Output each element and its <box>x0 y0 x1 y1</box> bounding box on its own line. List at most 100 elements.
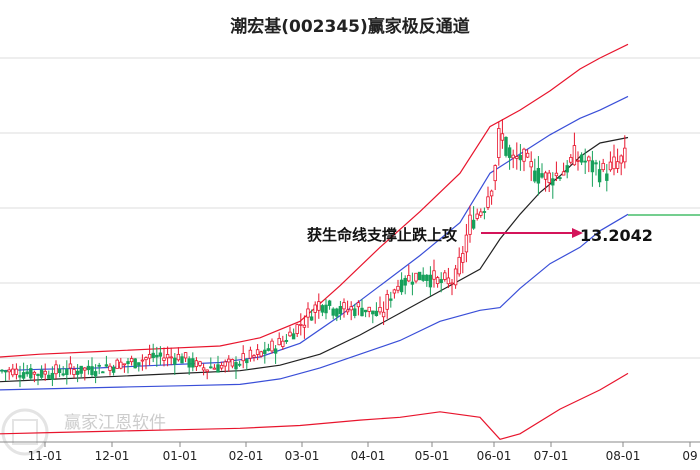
candle-body <box>255 349 260 355</box>
support-annotation: 获生命线支撑止跌上攻 13.2042 <box>307 226 653 245</box>
band-lines <box>0 43 629 440</box>
candle-body <box>374 310 379 317</box>
candle-body <box>18 375 22 378</box>
candle-body <box>572 145 577 166</box>
candle-body <box>7 369 11 373</box>
candle-body <box>201 367 206 371</box>
candle-body <box>165 354 170 359</box>
candle-body <box>72 369 76 375</box>
candle-body <box>3 370 8 373</box>
candle-body <box>155 354 159 358</box>
candle-body <box>450 282 454 285</box>
candle-body <box>392 289 397 294</box>
candle-body <box>75 370 80 375</box>
candle-body <box>126 361 130 365</box>
candle-body <box>385 294 389 310</box>
candle-body <box>97 364 101 367</box>
candle-body <box>522 148 526 162</box>
candle-body <box>497 128 501 158</box>
x-tick-label: 03-01 <box>285 449 320 463</box>
candle-body <box>137 362 141 366</box>
candle-body <box>180 356 184 364</box>
candle-body <box>129 358 134 363</box>
candle-body <box>615 161 620 169</box>
candle-body <box>479 211 483 216</box>
candle-body <box>281 340 285 347</box>
candle-body <box>158 352 163 357</box>
candle-body <box>54 364 58 375</box>
candle-body <box>21 372 26 379</box>
candle-body <box>396 285 400 291</box>
candle-body <box>594 162 598 165</box>
candle-body <box>93 371 98 377</box>
candle-body <box>313 304 317 313</box>
candle-body <box>86 365 91 371</box>
candle-body <box>331 308 335 316</box>
candle-body <box>349 306 353 311</box>
candle-body <box>515 156 519 159</box>
candle-body <box>169 356 173 359</box>
candle-body <box>277 337 281 346</box>
watermark-seal-inner <box>12 419 38 445</box>
candle-body <box>288 331 292 337</box>
watermark: 赢家江恩软件 <box>1 408 166 456</box>
candle-body <box>507 147 512 158</box>
candle-body <box>284 339 289 342</box>
candle-body <box>381 311 386 318</box>
candle-body <box>320 305 325 313</box>
candle-body <box>493 165 497 182</box>
candle-body <box>191 358 195 368</box>
candle-body <box>612 156 616 170</box>
candle-body <box>619 155 623 164</box>
candle-body <box>446 277 451 285</box>
candle-body <box>529 161 533 168</box>
candle-body <box>500 133 505 141</box>
candle-body <box>540 173 544 178</box>
candle-body <box>230 359 235 367</box>
candle-body <box>489 190 494 197</box>
candle-body <box>324 304 328 314</box>
candle-body <box>104 364 109 367</box>
candle-body <box>65 368 69 375</box>
candle-body <box>590 160 595 173</box>
candle-body <box>295 324 299 334</box>
candle-body <box>187 358 191 368</box>
candle-body <box>403 277 407 286</box>
candle-body <box>468 214 472 235</box>
x-tick-label: 04-01 <box>351 449 386 463</box>
candle-body <box>212 367 217 370</box>
candle-body <box>68 363 73 369</box>
candle-body <box>234 362 238 370</box>
series-lowest-band <box>0 372 629 440</box>
candle-body <box>216 364 220 373</box>
candle-body <box>47 374 51 379</box>
candle-body <box>237 363 242 366</box>
candle-body <box>43 370 47 375</box>
candles <box>0 119 627 388</box>
candle-body <box>363 309 368 313</box>
x-tick-label: 01-01 <box>163 449 198 463</box>
candle-body <box>25 371 29 375</box>
candle-body <box>569 157 573 163</box>
candle-body <box>32 371 37 375</box>
candle-body <box>245 359 249 364</box>
candle-body <box>108 365 112 371</box>
candle-body <box>543 172 548 180</box>
watermark-seal-icon <box>1 408 49 456</box>
annotation-text: 获生命线支撑止跌上攻 <box>307 226 458 244</box>
candle-body <box>327 300 332 306</box>
candle-body <box>597 169 602 183</box>
series-upper-band <box>0 43 629 358</box>
candle-body <box>439 279 443 283</box>
candle-body <box>219 364 224 369</box>
annotation-arrowhead-icon <box>572 228 583 238</box>
candle-body <box>428 274 433 288</box>
candle-body <box>0 369 4 372</box>
candle-body <box>194 360 199 368</box>
candle-body <box>371 310 375 315</box>
candle-body <box>101 371 105 374</box>
x-tick-label: 06-01 <box>477 449 512 463</box>
candle-body <box>389 298 393 301</box>
candle-body <box>407 275 411 282</box>
candle-body <box>335 308 339 317</box>
